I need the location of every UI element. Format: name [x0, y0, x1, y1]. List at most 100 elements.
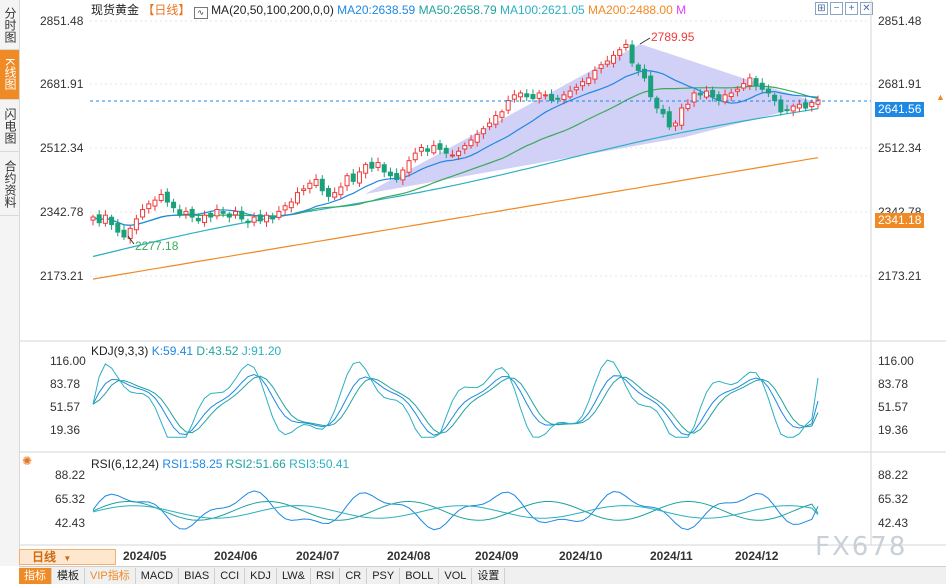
kdj-tick-2: 83.78 — [50, 377, 81, 391]
close-icon[interactable]: ✕ — [860, 2, 873, 15]
left-tab-bar: 分时图 K线图 闪电图 合约资料 — [0, 0, 20, 566]
x-label-2: 2024/06 — [214, 549, 258, 563]
vol-button[interactable]: VOL — [439, 567, 473, 584]
candle — [474, 133, 480, 143]
price-tick-right-2: 2681.91 — [878, 77, 922, 91]
candle — [796, 103, 802, 109]
candle — [511, 94, 517, 100]
candle — [270, 216, 276, 220]
kdj-k: K:59.41 — [151, 344, 194, 358]
candle — [431, 145, 437, 154]
indicator-button[interactable]: 指标 — [19, 567, 52, 584]
watermark: FX678 — [815, 532, 908, 562]
candle — [394, 172, 400, 180]
cr-button[interactable]: CR — [340, 567, 368, 584]
candle — [400, 169, 406, 181]
psy-button[interactable]: PSY — [367, 567, 401, 584]
candles — [90, 39, 821, 244]
zoom-out-icon[interactable]: − — [830, 2, 843, 15]
low-label: 2277.18 — [135, 239, 179, 253]
candle — [406, 160, 412, 173]
candle — [183, 210, 189, 215]
candle — [728, 92, 734, 98]
rsi1: RSI1:58.25 — [162, 457, 223, 471]
candle — [109, 216, 115, 226]
candle — [759, 82, 765, 90]
price-tick-3: 2512.34 — [40, 141, 84, 155]
price-legend: 现货黄金 【日线】 ∿ MA(20,50,100,200,0,0) MA20:2… — [91, 3, 686, 19]
kdj-legend: KDJ(9,3,3) K:59.41 D:43.52 J:91.20 — [91, 344, 281, 358]
candle — [437, 143, 443, 150]
candle — [654, 97, 660, 109]
candle — [790, 105, 796, 112]
candle — [363, 163, 369, 174]
candle — [542, 94, 548, 97]
x-label-4: 2024/08 — [387, 549, 431, 563]
last-price-box: 2641.56 — [875, 102, 925, 117]
ma20-value: MA20:2638.59 — [337, 3, 416, 17]
candle — [555, 97, 561, 100]
price-tick-right-3: 2512.34 — [878, 141, 922, 155]
candle — [282, 205, 288, 211]
chevron-down-icon: ▼ — [63, 554, 72, 563]
candle — [251, 216, 257, 223]
ma50-value: MA50:2658.79 — [418, 3, 497, 17]
tab-contract-info[interactable]: 合约资料 — [0, 152, 19, 216]
candle — [524, 93, 530, 98]
tab-timeshare[interactable]: 分时图 — [0, 0, 19, 50]
macd-button[interactable]: MACD — [136, 567, 180, 584]
candle — [734, 88, 740, 92]
candle — [90, 216, 96, 221]
candle — [233, 210, 239, 216]
candle — [623, 43, 629, 49]
rsi-settings-icon[interactable]: ✺ — [22, 454, 33, 468]
settings-button[interactable]: 设置 — [472, 567, 506, 584]
ma200-value: MA200:2488.00 — [588, 3, 673, 17]
kdj-tick-right-3: 51.57 — [878, 400, 909, 414]
candle — [722, 94, 728, 103]
candle — [499, 111, 505, 118]
candle — [226, 213, 232, 218]
ma20-line — [92, 70, 819, 226]
template-button[interactable]: 模板 — [52, 567, 85, 584]
grid-icon[interactable]: ⊞ — [815, 2, 828, 15]
boll-button[interactable]: BOLL — [400, 567, 440, 584]
tab-flash[interactable]: 闪电图 — [0, 100, 19, 152]
candle — [672, 122, 678, 127]
candle — [710, 89, 716, 98]
bias-button[interactable]: BIAS — [179, 567, 216, 584]
kdj-j-line — [92, 359, 819, 438]
candle — [202, 214, 208, 223]
candle — [350, 173, 356, 182]
cci-button[interactable]: CCI — [215, 567, 246, 584]
rsi3: RSI3:50.41 — [289, 457, 350, 471]
candle — [518, 92, 524, 98]
kdj-button[interactable]: KDJ — [245, 567, 277, 584]
tab-kline[interactable]: K线图 — [0, 50, 19, 100]
lw-button[interactable]: LW& — [277, 567, 311, 584]
candle — [381, 164, 387, 173]
candle — [115, 222, 121, 233]
ma200-price-box: 2341.18 — [875, 213, 925, 228]
candle — [741, 83, 747, 89]
candle — [487, 122, 493, 128]
candle — [567, 90, 573, 98]
period-selector[interactable]: 日线 ▼ — [19, 549, 116, 565]
kdj-tick-4: 19.36 — [50, 423, 81, 437]
candle — [338, 186, 344, 196]
candle — [412, 152, 418, 161]
candle — [765, 88, 771, 94]
candle — [140, 209, 146, 218]
zoom-in-icon[interactable]: + — [845, 2, 858, 15]
candle — [121, 229, 127, 238]
vip-indicator-button[interactable]: VIP指标 — [85, 567, 136, 584]
rsi-button[interactable]: RSI — [311, 567, 341, 584]
candle — [257, 214, 263, 222]
candle — [468, 139, 474, 147]
price-arrow-icon: ▲ — [936, 92, 945, 102]
candle — [505, 100, 511, 111]
symbol-name: 现货黄金 — [91, 3, 140, 17]
kdj-tick-right-2: 83.78 — [878, 377, 909, 391]
candle — [195, 217, 201, 222]
ma-settings-icon[interactable]: ∿ — [193, 7, 208, 19]
